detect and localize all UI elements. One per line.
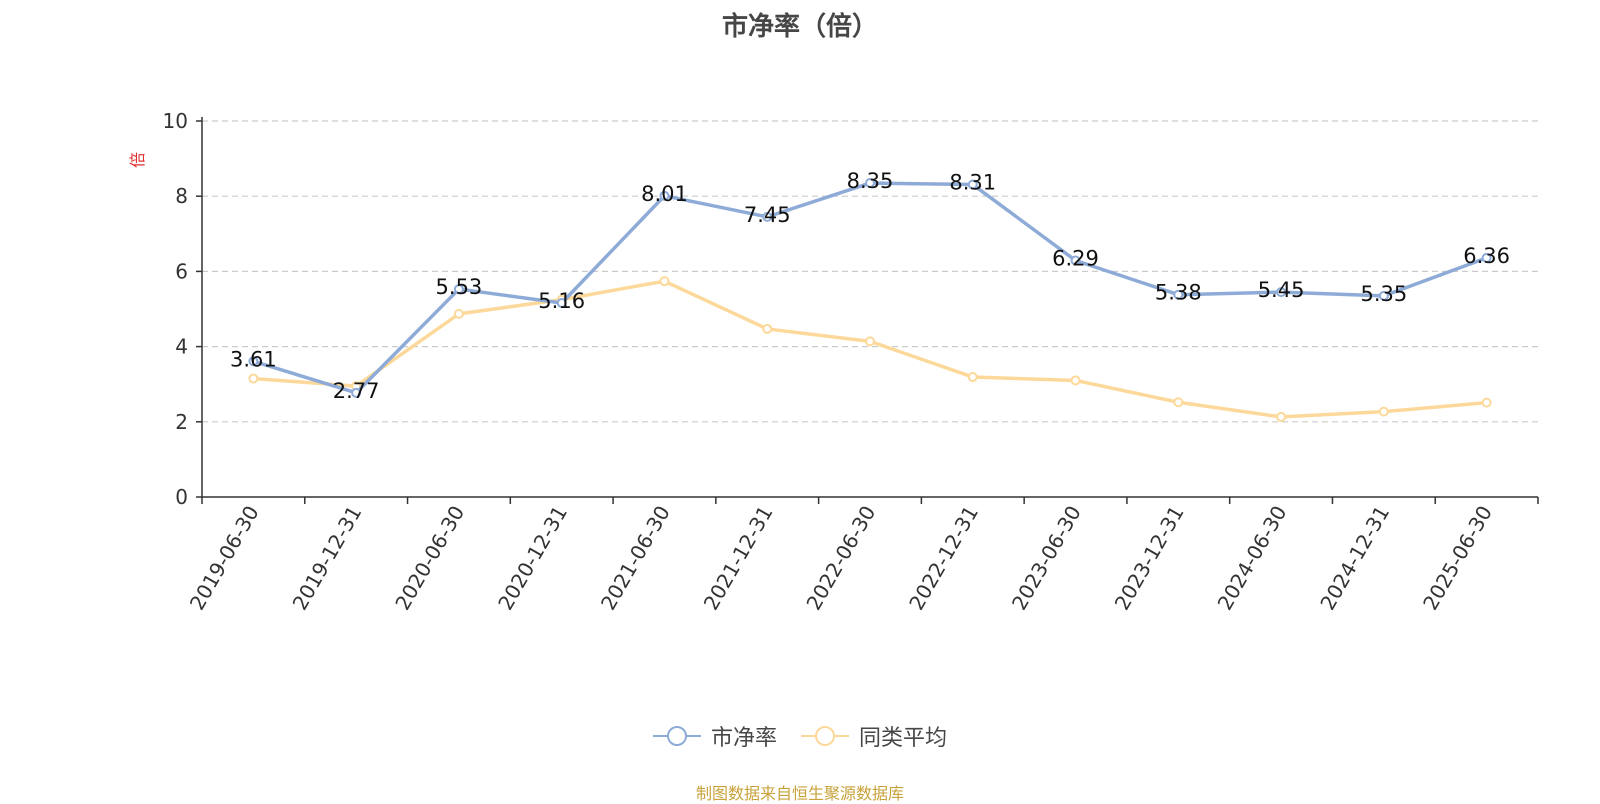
series-1-point-7 <box>967 179 978 190</box>
legend-item-series-2[interactable]: 同类平均 <box>801 720 947 752</box>
x-tick-label-2: 2020-06-30 <box>390 502 469 615</box>
legend-series-2-marker-icon <box>801 726 849 746</box>
y-tick-label-0: 0 <box>175 485 188 509</box>
series-1-data-label-2: 5.53 <box>436 275 483 299</box>
y-tick-label-2: 4 <box>175 335 188 359</box>
legend-series-1-label: 市净率 <box>710 726 777 751</box>
series-2-point-6 <box>865 336 875 347</box>
x-tick-label-7: 2022-12-31 <box>904 502 983 615</box>
series-2-point-8 <box>1070 375 1081 386</box>
x-tick-label-3: 2020-12-31 <box>493 502 572 615</box>
x-tick-label-5: 2021-12-31 <box>699 502 778 615</box>
series-2-point-10 <box>1276 411 1287 422</box>
series-1-data-label-6: 8.35 <box>847 169 894 193</box>
y-axis-label: 倍 <box>128 152 147 168</box>
series-1-point-5 <box>762 211 773 222</box>
series-1-data-label-9: 5.38 <box>1155 281 1202 305</box>
chart-title: 市净率（倍） <box>721 12 878 42</box>
series-1-data-label-8: 6.29 <box>1052 246 1099 270</box>
x-tick-label-1: 2019-12-31 <box>288 502 367 615</box>
series-1-point-1 <box>351 387 362 398</box>
series-1-point-8 <box>1070 255 1081 266</box>
series-1-data-label-3: 5.16 <box>538 289 585 313</box>
series-1-data-label-12: 6.36 <box>1463 244 1510 268</box>
series-1-point-9 <box>1173 289 1184 300</box>
x-tick-label-10: 2024-06-30 <box>1213 502 1292 615</box>
series-1-data-label-10: 5.45 <box>1258 278 1305 302</box>
series-1-point-3 <box>556 297 567 308</box>
series-1-data-label-5: 7.45 <box>744 203 791 227</box>
series-1-data-label-7: 8.31 <box>949 171 996 195</box>
x-tick-label-9: 2023-12-31 <box>1110 502 1189 615</box>
series-2-point-5 <box>762 323 773 334</box>
series-2-point-0 <box>248 373 259 384</box>
x-tick-label-12: 2025-06-30 <box>1418 502 1497 615</box>
series-2-point-12 <box>1481 397 1492 408</box>
series-1-point-0 <box>248 356 259 367</box>
series-2-point-9 <box>1173 397 1184 408</box>
series-1-data-label-4: 8.01 <box>641 182 688 206</box>
y-tick-label-4: 8 <box>175 184 188 208</box>
series-1-point-4 <box>659 190 670 201</box>
source-note: 制图数据来自恒生聚源数据库 <box>695 784 904 803</box>
legend-series-1-marker-icon <box>652 726 701 746</box>
legend-item-series-1[interactable]: 市净率 <box>652 720 777 752</box>
x-tick-label-8: 2023-06-30 <box>1007 502 1086 615</box>
series-1-data-label-0: 3.61 <box>230 347 277 371</box>
x-tick-label-0: 2019-06-30 <box>185 502 264 615</box>
series-1-point-6 <box>865 178 875 189</box>
series-1-data-label-11: 5.35 <box>1360 282 1407 306</box>
series-2-point-4 <box>659 276 670 287</box>
series-1-point-2 <box>453 284 464 295</box>
legend-series-2-label: 同类平均 <box>859 726 948 751</box>
series-2-point-11 <box>1378 406 1389 417</box>
y-tick-label-3: 6 <box>175 259 188 283</box>
x-tick-label-11: 2024-12-31 <box>1315 502 1394 615</box>
x-tick-label-4: 2021-06-30 <box>596 502 675 615</box>
series-1-point-11 <box>1378 290 1389 301</box>
series-1-point-10 <box>1276 287 1287 298</box>
legend: 市净率 同类平均 <box>0 720 1600 752</box>
series-1-data-label-1: 2.77 <box>333 379 380 403</box>
series-1-point-12 <box>1481 252 1492 263</box>
series-2-point-2 <box>453 308 464 319</box>
x-tick-label-6: 2022-06-30 <box>801 502 880 615</box>
y-tick-label-1: 2 <box>175 410 188 434</box>
series-2-point-7 <box>967 372 978 383</box>
y-tick-label-5: 10 <box>163 109 188 133</box>
